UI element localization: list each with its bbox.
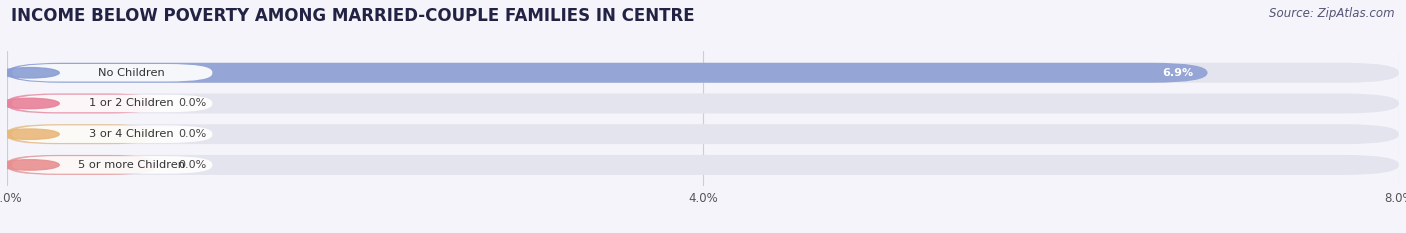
- FancyBboxPatch shape: [7, 124, 157, 144]
- FancyBboxPatch shape: [7, 63, 1208, 83]
- Text: INCOME BELOW POVERTY AMONG MARRIED-COUPLE FAMILIES IN CENTRE: INCOME BELOW POVERTY AMONG MARRIED-COUPL…: [11, 7, 695, 25]
- Text: 3 or 4 Children: 3 or 4 Children: [89, 129, 174, 139]
- Text: 5 or more Children: 5 or more Children: [77, 160, 186, 170]
- FancyBboxPatch shape: [7, 155, 157, 175]
- Text: 6.9%: 6.9%: [1163, 68, 1194, 78]
- Text: Source: ZipAtlas.com: Source: ZipAtlas.com: [1270, 7, 1395, 20]
- FancyBboxPatch shape: [13, 95, 212, 112]
- Circle shape: [0, 129, 59, 139]
- FancyBboxPatch shape: [13, 64, 212, 82]
- Circle shape: [0, 68, 59, 78]
- Circle shape: [0, 98, 59, 109]
- Text: 1 or 2 Children: 1 or 2 Children: [89, 99, 174, 109]
- Text: 0.0%: 0.0%: [179, 160, 207, 170]
- Circle shape: [0, 160, 59, 170]
- FancyBboxPatch shape: [7, 155, 1399, 175]
- FancyBboxPatch shape: [7, 93, 157, 113]
- FancyBboxPatch shape: [7, 124, 1399, 144]
- Text: No Children: No Children: [98, 68, 165, 78]
- FancyBboxPatch shape: [13, 156, 212, 174]
- Text: 0.0%: 0.0%: [179, 129, 207, 139]
- Text: 0.0%: 0.0%: [179, 99, 207, 109]
- FancyBboxPatch shape: [7, 93, 1399, 113]
- FancyBboxPatch shape: [7, 63, 1399, 83]
- FancyBboxPatch shape: [13, 125, 212, 143]
